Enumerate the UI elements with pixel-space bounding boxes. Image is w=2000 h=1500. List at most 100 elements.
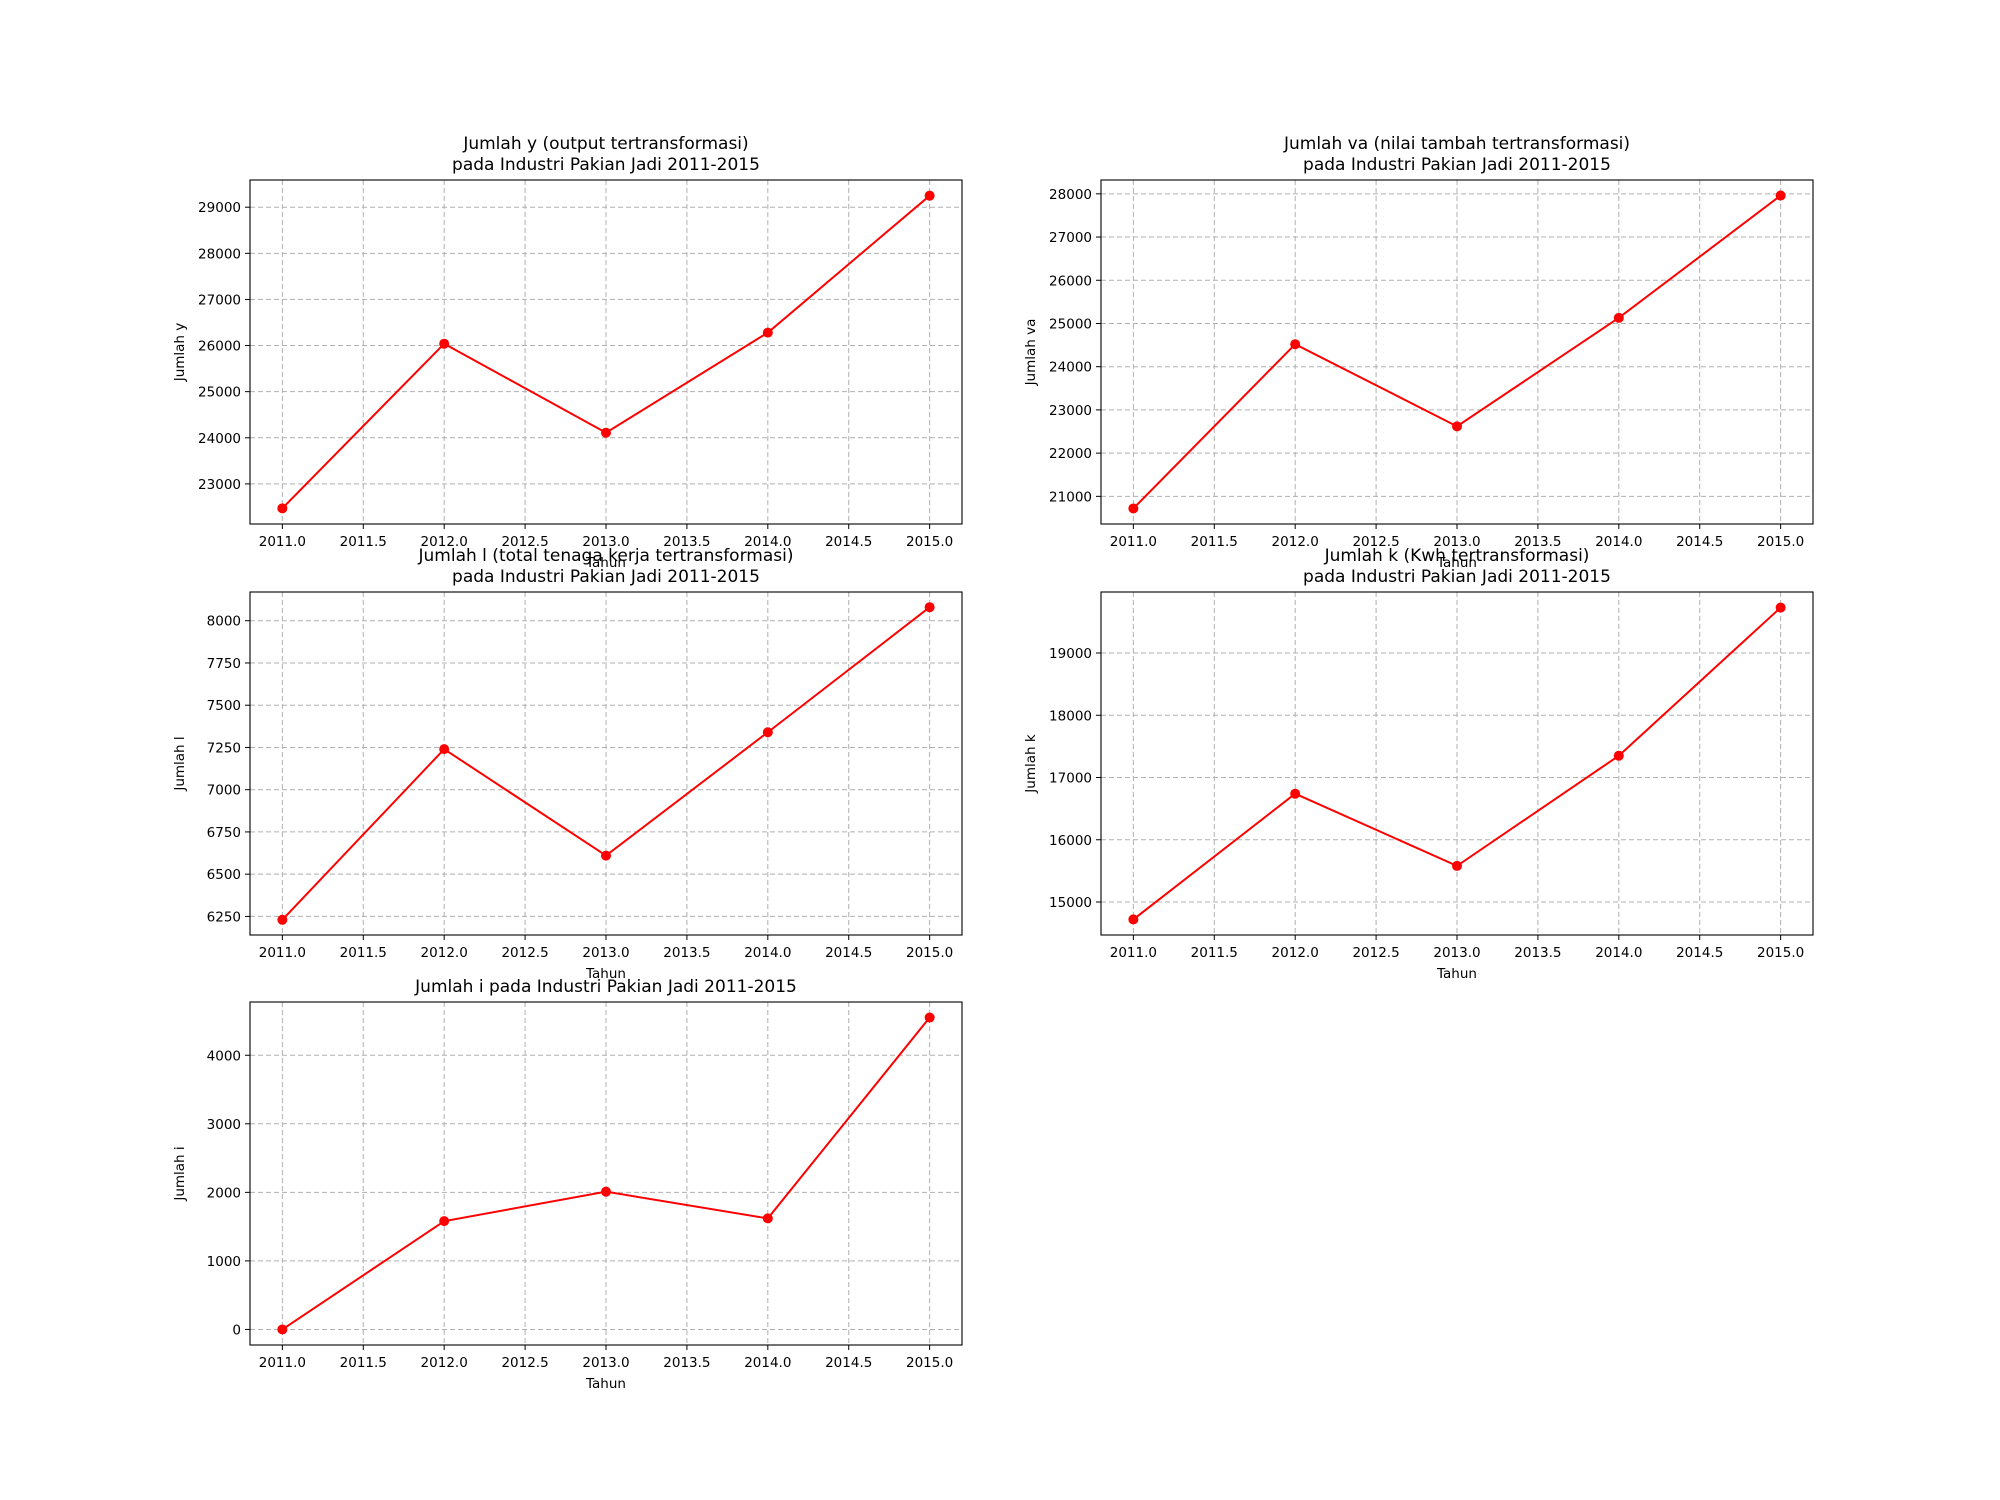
x-tick-label: 2013.5 [663,534,710,550]
x-axis-label: Tahun [1436,555,1477,571]
y-tick-label: 24000 [198,431,241,447]
data-point [1775,190,1786,201]
x-tick-label: 2011.5 [340,945,387,961]
chart-title: Jumlah k (Kwh tertransformasi) [1324,546,1590,566]
y-tick-label: 17000 [1049,771,1092,787]
x-tick-label: 2011.0 [259,534,306,550]
y-tick-label: 6500 [207,867,241,883]
x-tick-label: 2011.5 [340,1355,387,1371]
data-point [762,1213,773,1224]
x-tick-label: 2011.5 [1191,534,1238,550]
subplot-1: 2011.0 2011.5 2012.0 2012.5 2013.0 2013.5 2014… [172,134,963,571]
x-tick-label: 2011.0 [1110,945,1157,961]
y-tick-label: 28000 [198,246,241,262]
y-tick-label: 3000 [207,1117,241,1133]
y-tick-label: 18000 [1049,708,1092,724]
chart-title: Jumlah y (output tertransformasi) [462,134,748,154]
chart-title: pada Industri Pakian Jadi 2011-2015 [452,567,760,587]
data-point [1613,312,1624,323]
y-tick-label: 26000 [198,339,241,355]
x-tick-label: 2013.0 [582,534,629,550]
data-point [601,850,611,861]
x-tick-label: 2014.0 [744,945,791,961]
chart-title: pada Industri Pakian Jadi 2011-2015 [452,155,760,175]
chart-title: pada Industri Pakian Jadi 2011-2015 [1303,567,1611,587]
x-tick-label: 2015.0 [1757,945,1804,961]
data-point [277,503,288,514]
x-tick-label: 2013.0 [582,1355,629,1371]
x-tick-label: 2012.0 [421,945,468,961]
x-tick-label: 2015.0 [906,945,953,961]
x-tick-label: 2012.0 [1272,945,1319,961]
y-tick-label: 22000 [1049,446,1092,462]
y-axis-label: Jumlah i [172,1146,188,1201]
data-point [762,727,773,738]
y-tick-label: 19000 [1049,646,1092,662]
data-point [1613,750,1624,761]
x-axis-label: Tahun [1436,966,1477,982]
data-point [1775,602,1786,613]
x-tick-label: 2013.5 [1514,534,1561,550]
x-tick-label: 2013.0 [582,945,629,961]
y-tick-label: 24000 [1049,360,1092,376]
x-tick-label: 2014.0 [744,534,791,550]
x-tick-label: 2011.0 [259,1355,306,1371]
data-point [439,1216,450,1227]
x-tick-label: 2012.5 [501,945,548,961]
y-tick-label: 7500 [207,698,241,714]
subplot-2: 2011.0 2011.5 2012.0 2012.5 2013.0 2013.5 2014… [1023,134,1814,571]
data-point [601,1186,611,1197]
y-tick-label: 6250 [207,909,241,925]
x-tick-label: 2011.0 [1110,534,1157,550]
x-axis-label: Tahun [585,966,626,982]
y-tick-label: 28000 [1049,187,1092,203]
axes-frame [1100,591,1814,936]
data-point [277,914,288,925]
x-tick-label: 2012.0 [421,1355,468,1371]
chart-title: Jumlah va (nilai tambah tertransformasi) [1283,134,1630,154]
x-tick-label: 2013.5 [663,1355,710,1371]
y-tick-label: 23000 [198,477,241,493]
y-tick-label: 2000 [207,1185,241,1201]
y-tick-label: 0 [232,1322,241,1338]
x-tick-label: 2013.5 [663,945,710,961]
subplot-3: 2011.0 2011.5 2012.0 2012.5 2013.0 2013.5 2014… [172,546,963,982]
x-tick-label: 2015.0 [906,534,953,550]
y-tick-label: 7250 [207,740,241,756]
x-axis-label: Tahun [585,555,626,571]
axes-frame [249,591,963,936]
y-tick-label: 21000 [1049,489,1092,505]
y-tick-label: 29000 [198,200,241,216]
data-point [924,602,935,613]
y-tick-label: 16000 [1049,833,1092,849]
chart-title: pada Industri Pakian Jadi 2011-2015 [1303,155,1611,175]
x-tick-label: 2015.0 [906,1355,953,1371]
x-tick-label: 2012.5 [1352,534,1399,550]
y-tick-label: 8000 [207,614,241,630]
x-tick-label: 2015.0 [1757,534,1804,550]
y-tick-label: 6750 [207,825,241,841]
x-tick-label: 2014.5 [825,1355,872,1371]
chart-title: Jumlah i pada Industri Pakian Jadi 2011-… [414,977,797,997]
y-axis-label: Jumlah y [172,323,188,383]
x-tick-label: 2014.5 [825,945,872,961]
x-tick-label: 2014.5 [825,534,872,550]
x-tick-label: 2011.5 [340,534,387,550]
x-tick-label: 2013.5 [1514,945,1561,961]
data-point [762,327,773,338]
y-tick-label: 7000 [207,783,241,799]
subplot-5: 2011.0 2011.5 2012.0 2012.5 2013.0 2013.5 2014… [172,977,963,1392]
x-tick-label: 2011.5 [1191,945,1238,961]
x-axis-label: Tahun [585,1376,626,1392]
axes-frame [1100,179,1814,525]
x-tick-label: 2014.0 [1595,534,1642,550]
data-point [1128,914,1139,925]
data-point [924,190,935,201]
data-point [1452,421,1462,432]
y-axis-label: Jumlah va [1023,319,1039,387]
x-tick-label: 2012.0 [421,534,468,550]
y-tick-label: 1000 [207,1254,241,1270]
chart-title: Jumlah l (total tenaga kerja tertransfor… [418,546,794,566]
x-tick-label: 2014.5 [1676,534,1723,550]
x-tick-label: 2013.0 [1433,534,1480,550]
